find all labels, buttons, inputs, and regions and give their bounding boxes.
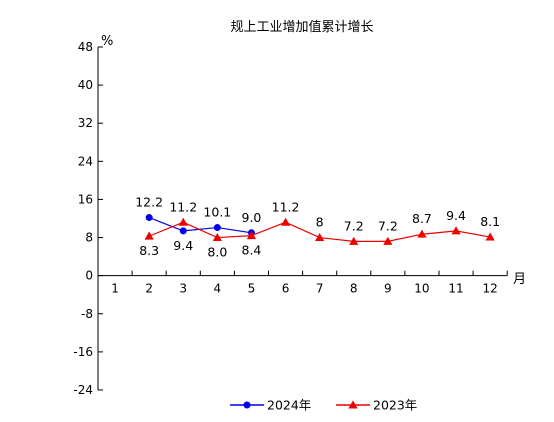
- y-tick-label: 40: [78, 78, 93, 92]
- y-tick-label: 24: [78, 154, 93, 168]
- series-2023-data-label: 8.1: [480, 214, 500, 229]
- series-2023-point: [383, 236, 393, 245]
- legend-marker: [243, 401, 251, 409]
- y-tick-label: -24: [73, 383, 93, 397]
- data-labels: 12.2 9.4 10.1 9.0 8.3 11.2 8.0 8.4 11.2 8 7.2 7.2 8.…: [135, 195, 500, 260]
- y-tick-label: 0: [85, 269, 93, 283]
- series-2023-point: [212, 232, 222, 242]
- series-2023-data-label: 8: [316, 215, 324, 230]
- series-2024-data-label: 9.0: [242, 210, 262, 225]
- series-2023-point: [417, 229, 427, 238]
- series-2024-point: [213, 224, 221, 232]
- series-2023-data-label: 7.2: [378, 218, 398, 233]
- series-2023-data-label: 7.2: [344, 218, 364, 233]
- x-tick-label: 5: [248, 282, 256, 296]
- x-tick-label: 7: [316, 282, 324, 296]
- series-layer: [144, 214, 495, 245]
- series-2023-data-label: 8.7: [412, 211, 432, 226]
- x-tick-label: 2: [145, 282, 153, 296]
- chart-title: 规上工业增加值累计增长: [230, 19, 373, 35]
- series-2023-point: [315, 232, 325, 242]
- x-tick-label: 6: [282, 282, 290, 296]
- series-2023: [144, 217, 495, 245]
- x-axis-unit-label: 月: [513, 272, 526, 287]
- legend-label: 2023年: [373, 398, 417, 413]
- legend-item-2024: 2024年: [230, 398, 311, 413]
- series-2023-point: [451, 226, 461, 235]
- legend-marker: [348, 400, 358, 409]
- x-tick-label: 8: [350, 282, 358, 296]
- series-2023-data-label: 8.0: [207, 245, 227, 260]
- y-tick-label: 32: [78, 116, 93, 130]
- series-2024: [145, 214, 255, 237]
- y-tick-label: -8: [81, 307, 93, 321]
- series-2023-point: [144, 231, 154, 240]
- x-tick-label: 1: [111, 282, 119, 296]
- x-tick-label: 12: [483, 282, 498, 296]
- x-tick-label: 11: [448, 282, 463, 296]
- series-2023-point: [246, 231, 257, 240]
- y-tick-label: 16: [78, 192, 93, 206]
- series-2023-data-label: 11.2: [169, 199, 197, 214]
- series-2023-point: [485, 232, 495, 241]
- legend: 2024年 2023年: [230, 398, 417, 413]
- series-2023-point: [280, 217, 291, 226]
- x-tick-label: 10: [414, 282, 429, 296]
- series-2024-data-label: 12.2: [135, 195, 163, 210]
- series-2023-data-label: 8.4: [242, 243, 262, 258]
- y-tick-label: 8: [85, 231, 93, 245]
- series-2023-data-label: 9.4: [446, 208, 466, 223]
- x-tick-label: 4: [214, 282, 222, 296]
- x-tick-label: 9: [384, 282, 392, 296]
- series-2024-line: [148, 216, 252, 234]
- series-2023-data-label: 8.3: [139, 243, 159, 258]
- series-2024-point: [179, 227, 187, 235]
- series-2023-data-label: 11.2: [272, 199, 300, 214]
- series-2024-point: [145, 214, 153, 222]
- x-tick-label: 3: [179, 282, 187, 296]
- series-2023-point: [178, 217, 188, 226]
- y-axis-unit-label: %: [101, 34, 113, 49]
- series-2024-data-label: 9.4: [173, 238, 193, 253]
- legend-label: 2024年: [267, 398, 311, 413]
- y-tick-label: 48: [78, 40, 93, 54]
- series-2024-data-label: 10.1: [203, 205, 231, 220]
- legend-item-2023: 2023年: [336, 398, 417, 413]
- y-tick-label: -16: [73, 345, 93, 359]
- series-2023-point: [349, 236, 359, 245]
